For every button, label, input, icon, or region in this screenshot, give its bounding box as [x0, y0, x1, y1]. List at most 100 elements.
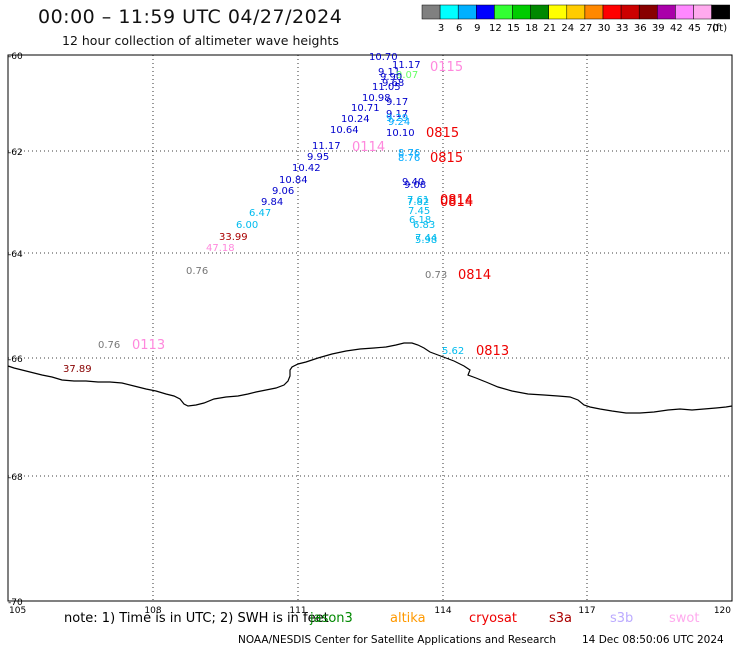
wave-height-label: 9.68	[382, 78, 404, 89]
wave-height-label: 9.90	[380, 72, 402, 83]
wave-height-label: 11.17	[392, 60, 421, 71]
scale-swatch	[512, 4, 531, 20]
latitude-label: -62	[8, 148, 23, 158]
longitude-label: 117	[578, 606, 595, 616]
latitude-label: -60	[8, 52, 23, 62]
antarctic-coastline	[7, 342, 733, 414]
wave-height-label: 9.11	[378, 67, 400, 78]
wave-height-label: 9.07	[396, 70, 418, 81]
wave-height-label: 47.18	[206, 243, 235, 254]
wave-height-label: 6.47	[249, 208, 271, 219]
scale-swatch	[548, 4, 568, 20]
latitude-label: -68	[8, 473, 23, 483]
scale-swatch	[638, 4, 658, 20]
scale-swatch	[620, 4, 640, 20]
longitude-label: 108	[144, 606, 161, 616]
wave-height-label: 10.64	[330, 125, 359, 136]
satellite-swot: swot	[669, 611, 700, 626]
scale-label: 36	[634, 23, 647, 34]
pass-time-label: 0115	[430, 60, 463, 75]
wave-height-label: 6.83	[413, 220, 435, 231]
scale-swatch	[494, 4, 513, 20]
scale-swatch	[530, 4, 549, 20]
scale-swatch	[602, 4, 622, 20]
scale-label: 45	[688, 23, 701, 34]
pass-time-label: 0113	[132, 338, 165, 353]
pass-time-label: 0813	[476, 344, 509, 359]
pass-time-label: 0814	[458, 268, 491, 283]
scale-label: 3	[438, 23, 444, 34]
pass-time-label: 0815	[430, 151, 463, 166]
wave-height-label: 33.99	[219, 232, 248, 243]
scale-label: 12	[489, 23, 502, 34]
latitude-label: -66	[8, 355, 23, 365]
wave-height-label: 7.45	[408, 206, 430, 217]
scale-swatch	[657, 4, 676, 20]
pass-time-label: 0814	[440, 193, 473, 208]
wave-height-label: 9.06	[272, 186, 294, 197]
scale-label: 33	[616, 23, 629, 34]
pass-time-label: 0114	[352, 140, 385, 155]
scale-swatch	[476, 4, 495, 20]
scale-swatch	[584, 4, 604, 20]
wave-height-label: 9.24	[388, 117, 410, 128]
wave-labels: 10.7011.179.119.079.909.6811.0510.989.17…	[63, 52, 509, 375]
scale-label: 30	[598, 23, 611, 34]
scale-swatch	[439, 4, 459, 20]
units-note: note: 1) Time is in UTC; 2) SWH is in fe…	[64, 611, 329, 626]
graticule	[8, 55, 732, 601]
wave-height-label: 9.08	[404, 180, 426, 191]
longitude-label: 120	[714, 606, 731, 616]
wave-height-label: 6.00	[236, 220, 258, 231]
wave-height-label: 10.42	[292, 163, 321, 174]
wave-height-label: 9.40	[402, 177, 424, 188]
wave-height-label: 5.98	[415, 235, 437, 246]
scale-label: 27	[580, 23, 593, 34]
wave-height-label: 5.62	[442, 346, 464, 357]
scale-label: 15	[507, 23, 520, 34]
scale-swatch	[693, 4, 712, 20]
wave-height-label: 8.76	[398, 148, 420, 159]
wave-height-label: 11.17	[312, 141, 341, 152]
satellite-jason3: jason3	[310, 611, 353, 626]
scale-label: 18	[525, 23, 538, 34]
scale-label: 21	[543, 23, 556, 34]
wave-height-label: 9.17	[386, 109, 408, 120]
wave-height-label: 10.98	[362, 93, 391, 104]
wave-height-label: 9.84	[261, 197, 283, 208]
scale-label: 42	[670, 23, 683, 34]
color-scale: 3 6 9 12 15 18 21 24 27 30 33 36 39 42 45 70(ft)	[421, 4, 730, 34]
longitude-label: 114	[434, 606, 451, 616]
scale-label: (ft)	[712, 23, 727, 34]
scale-swatch	[711, 4, 730, 20]
wave-height-label: 9.95	[307, 152, 329, 163]
map-subtitle: 12 hour collection of altimeter wave hei…	[62, 33, 339, 48]
wave-height-label: 8.76	[398, 153, 420, 164]
wave-height-label: 9.17	[386, 97, 408, 108]
scale-label: 70	[706, 23, 719, 34]
scale-swatch	[457, 4, 477, 20]
wave-height-label: 6.18	[409, 215, 431, 226]
pass-time-label: 0815	[426, 126, 459, 141]
satellite-altika: altika	[390, 611, 426, 626]
wave-height-label: 10.84	[279, 175, 308, 186]
wave-height-label: 7.44	[415, 233, 437, 244]
wave-height-label: 11.05	[372, 82, 401, 93]
wave-height-label: 7.61	[407, 195, 429, 206]
generated-timestamp: 14 Dec 08:50:06 UTC 2024	[582, 634, 724, 646]
longitude-label: 111	[289, 606, 306, 616]
credit-line: NOAA/NESDIS Center for Satellite Applica…	[238, 634, 556, 646]
satellite-s3b: s3b	[610, 611, 634, 626]
wave-height-label: 37.89	[63, 364, 92, 375]
scale-label: 39	[652, 23, 665, 34]
wave-height-label: 9.29	[386, 113, 408, 124]
scale-swatch	[421, 4, 441, 20]
longitude-label: 105	[9, 606, 26, 616]
wave-height-label: 0.73	[425, 270, 447, 281]
latitude-label: -64	[8, 250, 23, 260]
wave-height-label: 0.76	[186, 266, 208, 277]
scale-swatch	[566, 4, 586, 20]
map-frame	[7, 54, 733, 602]
map-title: 00:00 – 11:59 UTC 04/27/2024	[38, 6, 343, 28]
